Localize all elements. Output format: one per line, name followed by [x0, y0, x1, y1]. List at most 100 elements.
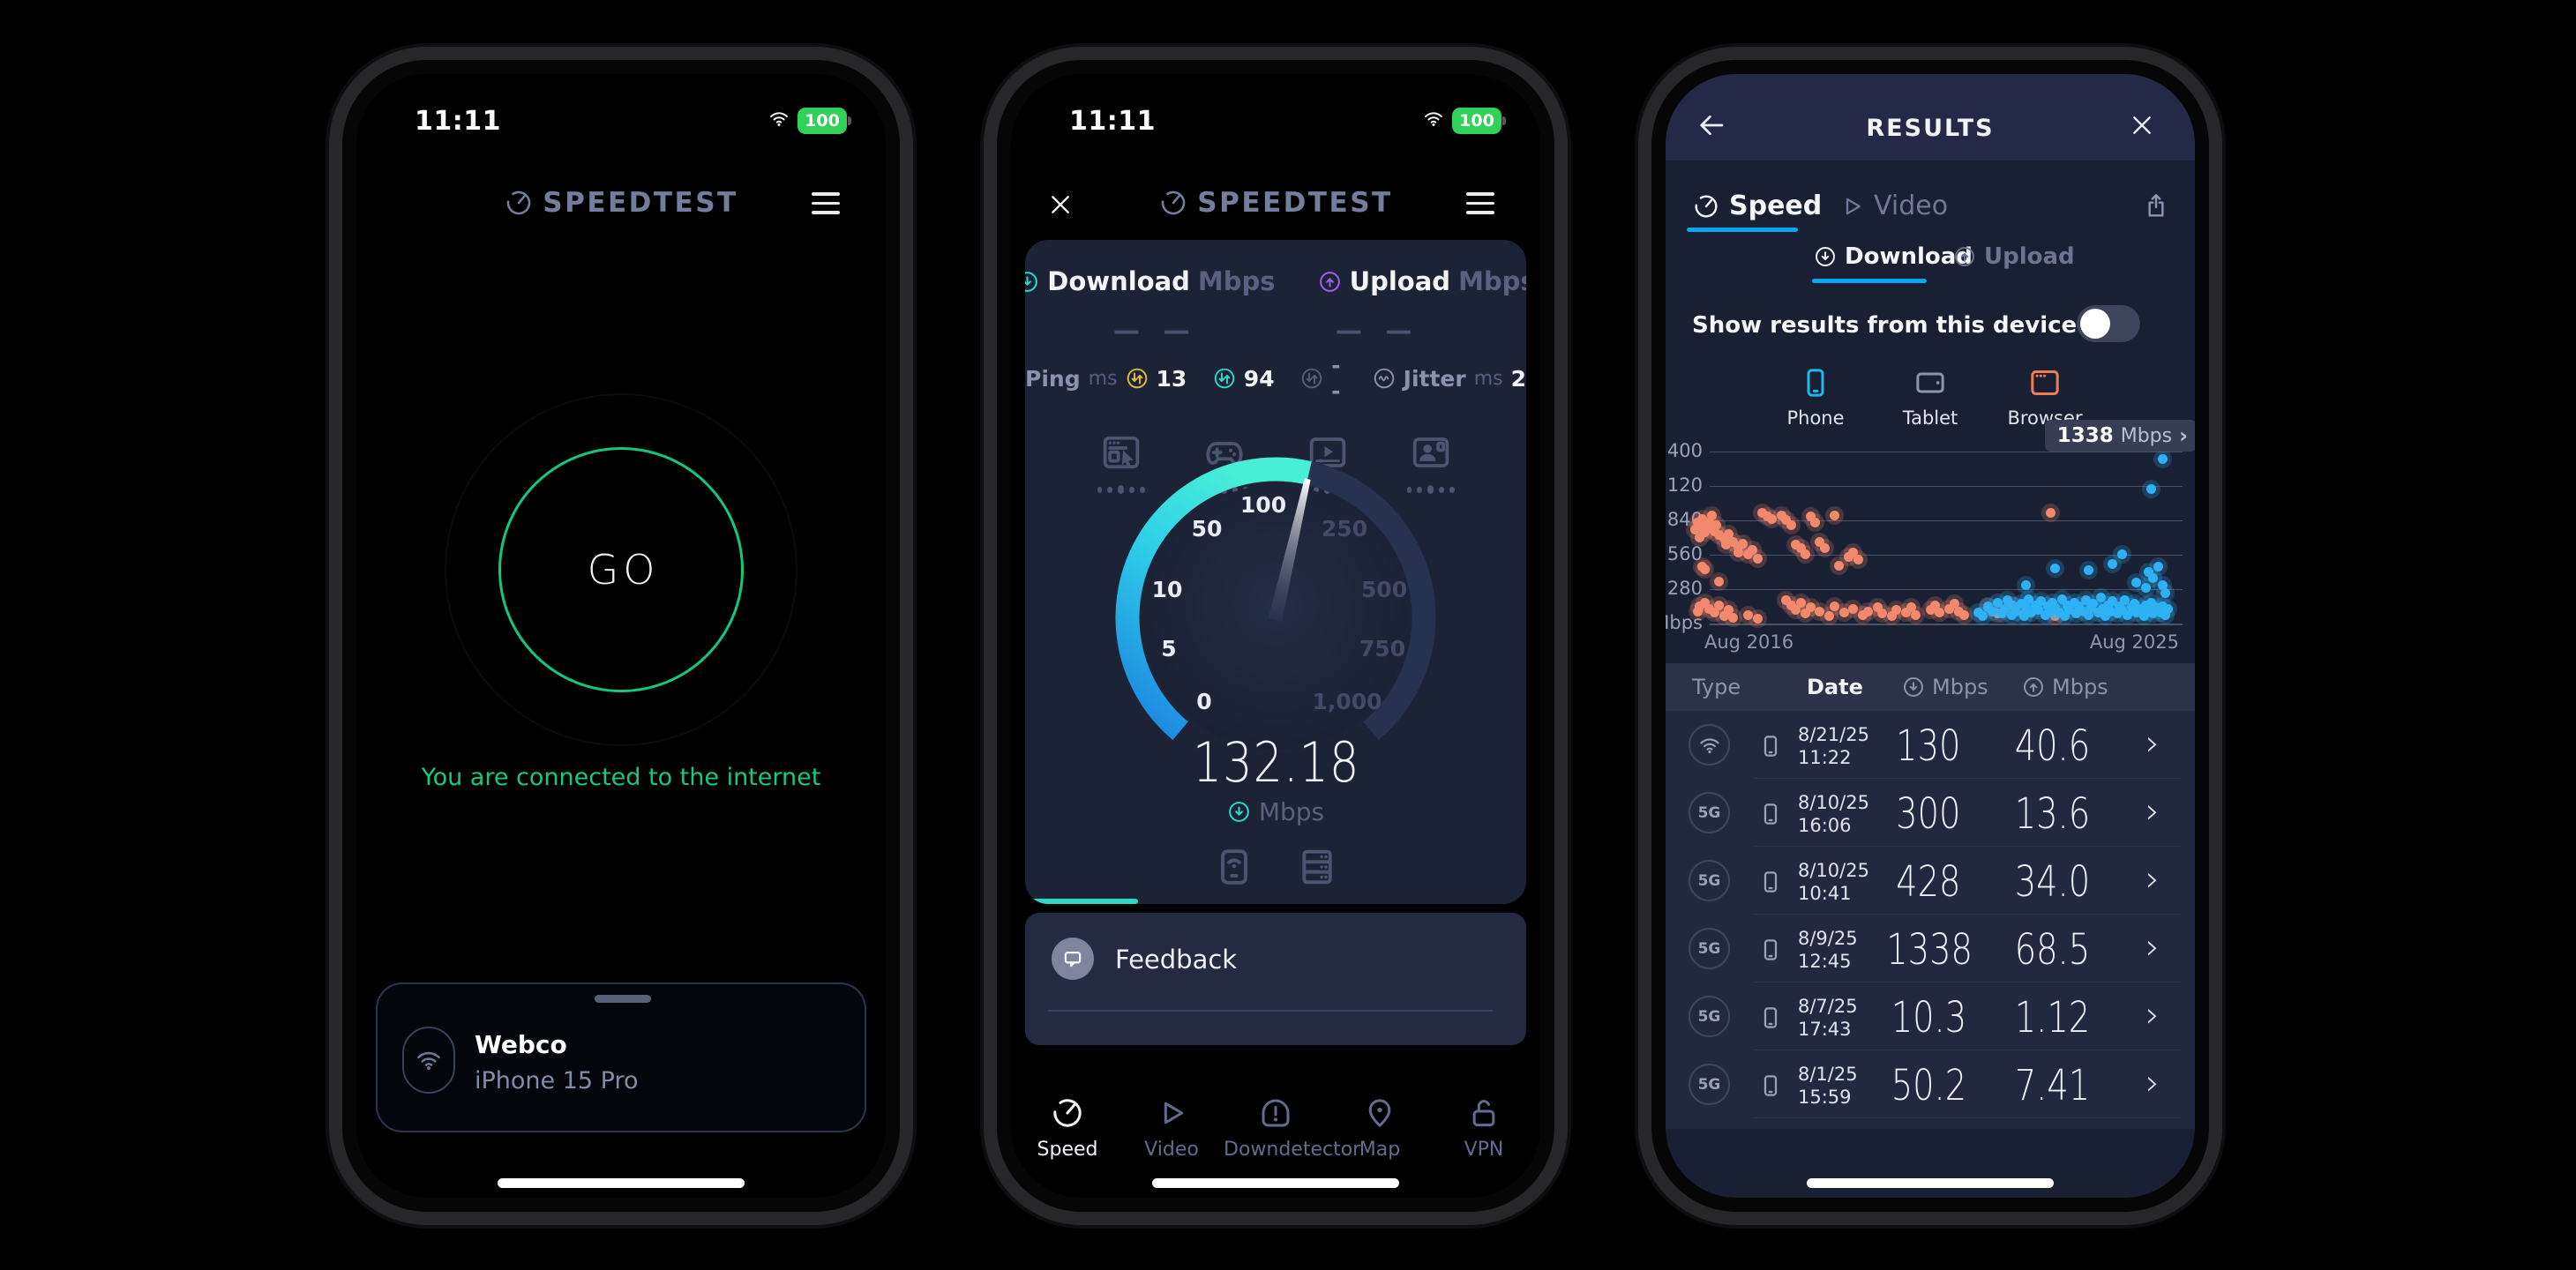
data-point-older-results[interactable] — [1702, 524, 1712, 534]
data-point-recent-results[interactable] — [2098, 603, 2108, 614]
data-point-recent-results[interactable] — [1982, 601, 1993, 611]
home-indicator[interactable] — [1152, 1178, 1399, 1188]
data-point-recent-results[interactable] — [2141, 583, 2152, 594]
data-point-recent-results[interactable] — [2057, 594, 2068, 604]
data-point-older-results[interactable] — [1714, 529, 1725, 540]
data-point-recent-results[interactable] — [2108, 596, 2118, 607]
data-point-older-results[interactable] — [1742, 549, 1753, 560]
data-point-recent-results[interactable] — [2078, 606, 2089, 616]
data-point-older-results[interactable] — [1719, 611, 1729, 622]
data-point-older-results[interactable] — [1815, 537, 1825, 548]
data-point-older-results[interactable] — [1829, 601, 1839, 611]
data-point-older-results[interactable] — [1695, 532, 1705, 542]
data-point-recent-results[interactable] — [2158, 580, 2168, 591]
data-point-older-results[interactable] — [1829, 510, 1839, 520]
data-point-older-results[interactable] — [1781, 594, 1792, 605]
data-point-older-results[interactable] — [1781, 514, 1792, 525]
data-point-older-results[interactable] — [1815, 606, 1825, 616]
data-point-older-results[interactable] — [1872, 602, 1883, 613]
data-point-older-results[interactable] — [1752, 553, 1763, 564]
data-point-recent-results[interactable] — [2009, 601, 2019, 611]
data-point-recent-results[interactable] — [2074, 601, 2085, 611]
nav-vpn[interactable]: VPN — [1432, 1095, 1536, 1161]
data-point-older-results[interactable] — [1809, 518, 1820, 528]
data-point-recent-results[interactable] — [2162, 603, 2173, 614]
data-point-older-results[interactable] — [1724, 528, 1734, 539]
data-point-older-results[interactable] — [1795, 597, 1806, 608]
data-point-older-results[interactable] — [1766, 513, 1777, 524]
data-point-older-results[interactable] — [1695, 601, 1705, 611]
data-point-older-results[interactable] — [1925, 605, 1936, 616]
result-row[interactable]: 5G 8/10/25 16:06 300 13.6 › — [1666, 779, 2195, 847]
data-point-older-results[interactable] — [1848, 603, 1859, 614]
router-icon[interactable] — [1211, 841, 1257, 893]
data-point-recent-results[interactable] — [2102, 600, 2113, 610]
data-point-recent-results[interactable] — [1988, 606, 1998, 616]
share-icon[interactable] — [2142, 189, 2170, 222]
data-point-older-results[interactable] — [1738, 538, 1749, 549]
data-point-recent-results[interactable] — [2108, 559, 2118, 570]
data-point-older-results[interactable] — [1714, 577, 1725, 587]
col-download[interactable]: Mbps — [1902, 675, 1988, 699]
data-point-recent-results[interactable] — [2064, 605, 2075, 616]
data-point-older-results[interactable] — [1834, 560, 1845, 571]
video-chat-activity[interactable] — [1406, 430, 1455, 494]
server-icon[interactable] — [1294, 841, 1340, 893]
data-point-older-results[interactable] — [1733, 547, 1743, 557]
data-point-recent-results[interactable] — [2100, 611, 2111, 622]
data-point-older-results[interactable] — [1689, 525, 1700, 535]
data-point-recent-results[interactable] — [2071, 609, 2082, 619]
result-row[interactable]: 8/21/25 11:22 130 40.6 › — [1666, 711, 2195, 779]
data-point-older-results[interactable] — [1776, 510, 1786, 520]
data-point-recent-results[interactable] — [2153, 562, 2163, 572]
data-point-older-results[interactable] — [1805, 602, 1816, 613]
data-point-recent-results[interactable] — [2131, 578, 2142, 588]
data-point-older-results[interactable] — [1699, 597, 1710, 608]
result-row[interactable]: 5G 8/1/25 15:59 50.2 7.41 › — [1666, 1050, 2195, 1118]
data-point-older-results[interactable] — [1728, 612, 1739, 623]
data-point-older-results[interactable] — [1949, 599, 1959, 609]
feedback-card[interactable]: Feedback — [1025, 913, 1526, 1045]
data-point-older-results[interactable] — [1704, 518, 1715, 528]
data-point-older-results[interactable] — [1858, 609, 1868, 620]
go-button[interactable]: GO — [498, 447, 744, 692]
data-point-recent-results[interactable] — [2062, 600, 2072, 610]
data-point-recent-results[interactable] — [2160, 609, 2171, 620]
home-indicator[interactable] — [1807, 1178, 2054, 1188]
data-point-older-results[interactable] — [1699, 564, 1710, 575]
data-point-recent-results[interactable] — [2112, 609, 2123, 619]
chart-callout-badge[interactable]: 1338 Mbps › — [2044, 420, 2195, 452]
data-point-recent-results[interactable] — [2026, 607, 2036, 617]
data-point-older-results[interactable] — [1853, 554, 1863, 564]
data-point-recent-results[interactable] — [2035, 596, 2046, 607]
data-point-older-results[interactable] — [1714, 600, 1725, 610]
data-point-recent-results[interactable] — [2021, 602, 2032, 613]
data-point-recent-results[interactable] — [2144, 566, 2154, 577]
data-point-older-results[interactable] — [1862, 606, 1873, 616]
data-point-recent-results[interactable] — [2084, 609, 2094, 620]
nav-downdetector[interactable]: Downdetector — [1224, 1095, 1360, 1161]
data-point-older-results[interactable] — [1805, 512, 1816, 522]
data-point-recent-results[interactable] — [2138, 611, 2149, 622]
result-row[interactable]: 5G 8/10/25 10:41 428 34.0 › — [1666, 847, 2195, 915]
data-point-older-results[interactable] — [1848, 547, 1859, 557]
data-point-older-results[interactable] — [1838, 607, 1849, 617]
data-point-older-results[interactable] — [1719, 534, 1729, 544]
data-point-recent-results[interactable] — [2148, 609, 2159, 619]
data-point-recent-results[interactable] — [2158, 453, 2168, 464]
filter-phone[interactable]: Phone — [1777, 365, 1854, 429]
data-point-recent-results[interactable] — [2136, 603, 2146, 614]
data-point-older-results[interactable] — [1757, 507, 1768, 518]
data-point-older-results[interactable] — [1886, 611, 1897, 622]
nav-speed[interactable]: Speed — [1015, 1095, 1120, 1161]
data-point-recent-results[interactable] — [1999, 603, 2010, 614]
data-point-older-results[interactable] — [1786, 600, 1796, 610]
data-point-older-results[interactable] — [1728, 537, 1739, 548]
data-point-older-results[interactable] — [1706, 510, 1717, 520]
data-point-recent-results[interactable] — [2117, 549, 2128, 560]
tab-speed[interactable]: Speed — [1692, 190, 1822, 221]
data-point-older-results[interactable] — [1958, 609, 1969, 620]
drag-handle[interactable] — [595, 995, 651, 1003]
data-point-recent-results[interactable] — [1997, 609, 2008, 619]
menu-icon[interactable] — [1466, 192, 1494, 217]
